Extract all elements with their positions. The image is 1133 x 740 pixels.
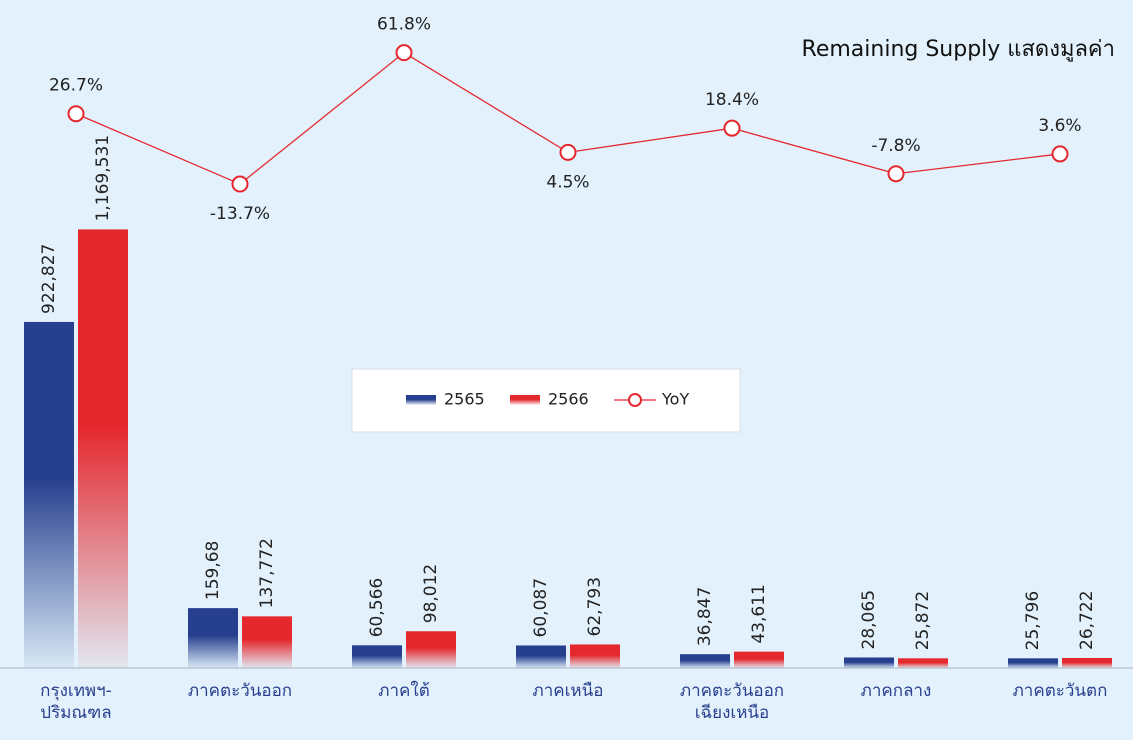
x-tick-label: กรุงเทพฯ- ปริมณฑล	[40, 681, 112, 723]
legend-label: 2565	[444, 390, 485, 409]
line-marker	[559, 143, 577, 161]
line-value-label: 18.4%	[705, 90, 759, 110]
bar-value-label: 25,796	[1023, 591, 1043, 650]
bar	[516, 645, 566, 668]
bar	[406, 631, 456, 668]
bar-value-label: 98,012	[421, 564, 441, 623]
bar-value-label: 922,827	[39, 244, 59, 314]
x-tick-label: ภาคตะวันออก เฉียงเหนือ	[679, 681, 785, 723]
legend-marker	[628, 393, 642, 407]
bar-value-label: 25,872	[913, 591, 933, 650]
line-marker	[67, 105, 85, 123]
bar	[242, 616, 292, 668]
bar-value-label: 60,566	[367, 578, 387, 637]
chart-title: Remaining Supply แสดงมูลค่า	[802, 37, 1115, 62]
bar	[898, 658, 948, 668]
line-value-label: -13.7%	[210, 204, 270, 224]
line-value-label: 4.5%	[546, 172, 589, 192]
legend-label: 2566	[548, 390, 589, 409]
line-value-label: 26.7%	[49, 76, 103, 96]
line-value-label: 3.6%	[1038, 116, 1081, 136]
bar	[352, 645, 402, 668]
bar-value-label: 137,772	[257, 538, 277, 608]
line-marker	[395, 44, 413, 62]
line-marker	[231, 175, 249, 193]
bar	[844, 657, 894, 668]
bar	[188, 608, 238, 668]
bar	[680, 654, 730, 668]
bar-value-label: 28,065	[859, 590, 879, 649]
line-marker	[887, 165, 905, 183]
bar	[1008, 658, 1058, 668]
x-tick-label: ภาคกลาง	[860, 681, 932, 701]
bar-value-label: 26,722	[1077, 590, 1097, 649]
bar-value-label: 1,169,531	[93, 135, 113, 222]
bar-value-label: 43,611	[749, 584, 769, 643]
line-marker	[723, 119, 741, 137]
bar	[24, 321, 74, 668]
bar	[1062, 657, 1112, 668]
bar	[570, 644, 620, 668]
bar-value-label: 36,847	[695, 587, 715, 646]
bar	[78, 229, 128, 668]
x-tick-label: ภาคตะวันตก	[1012, 681, 1108, 701]
bar	[734, 651, 784, 668]
x-tick-label: ภาคเหนือ	[532, 681, 604, 701]
bar-value-label: 159,68	[203, 541, 223, 600]
line-value-label: -7.8%	[871, 136, 920, 156]
legend-swatch	[406, 395, 436, 405]
x-tick-label: ภาคตะวันออก	[187, 681, 293, 701]
line	[75, 51, 1061, 185]
line-value-label: 61.8%	[377, 15, 431, 35]
x-tick-label: ภาคใต้	[378, 681, 430, 701]
line-marker	[1051, 145, 1069, 163]
legend-label: YoY	[661, 390, 689, 409]
bar-value-label: 62,793	[585, 577, 605, 636]
legend-swatch	[510, 395, 540, 405]
bar-value-label: 60,087	[531, 578, 551, 637]
